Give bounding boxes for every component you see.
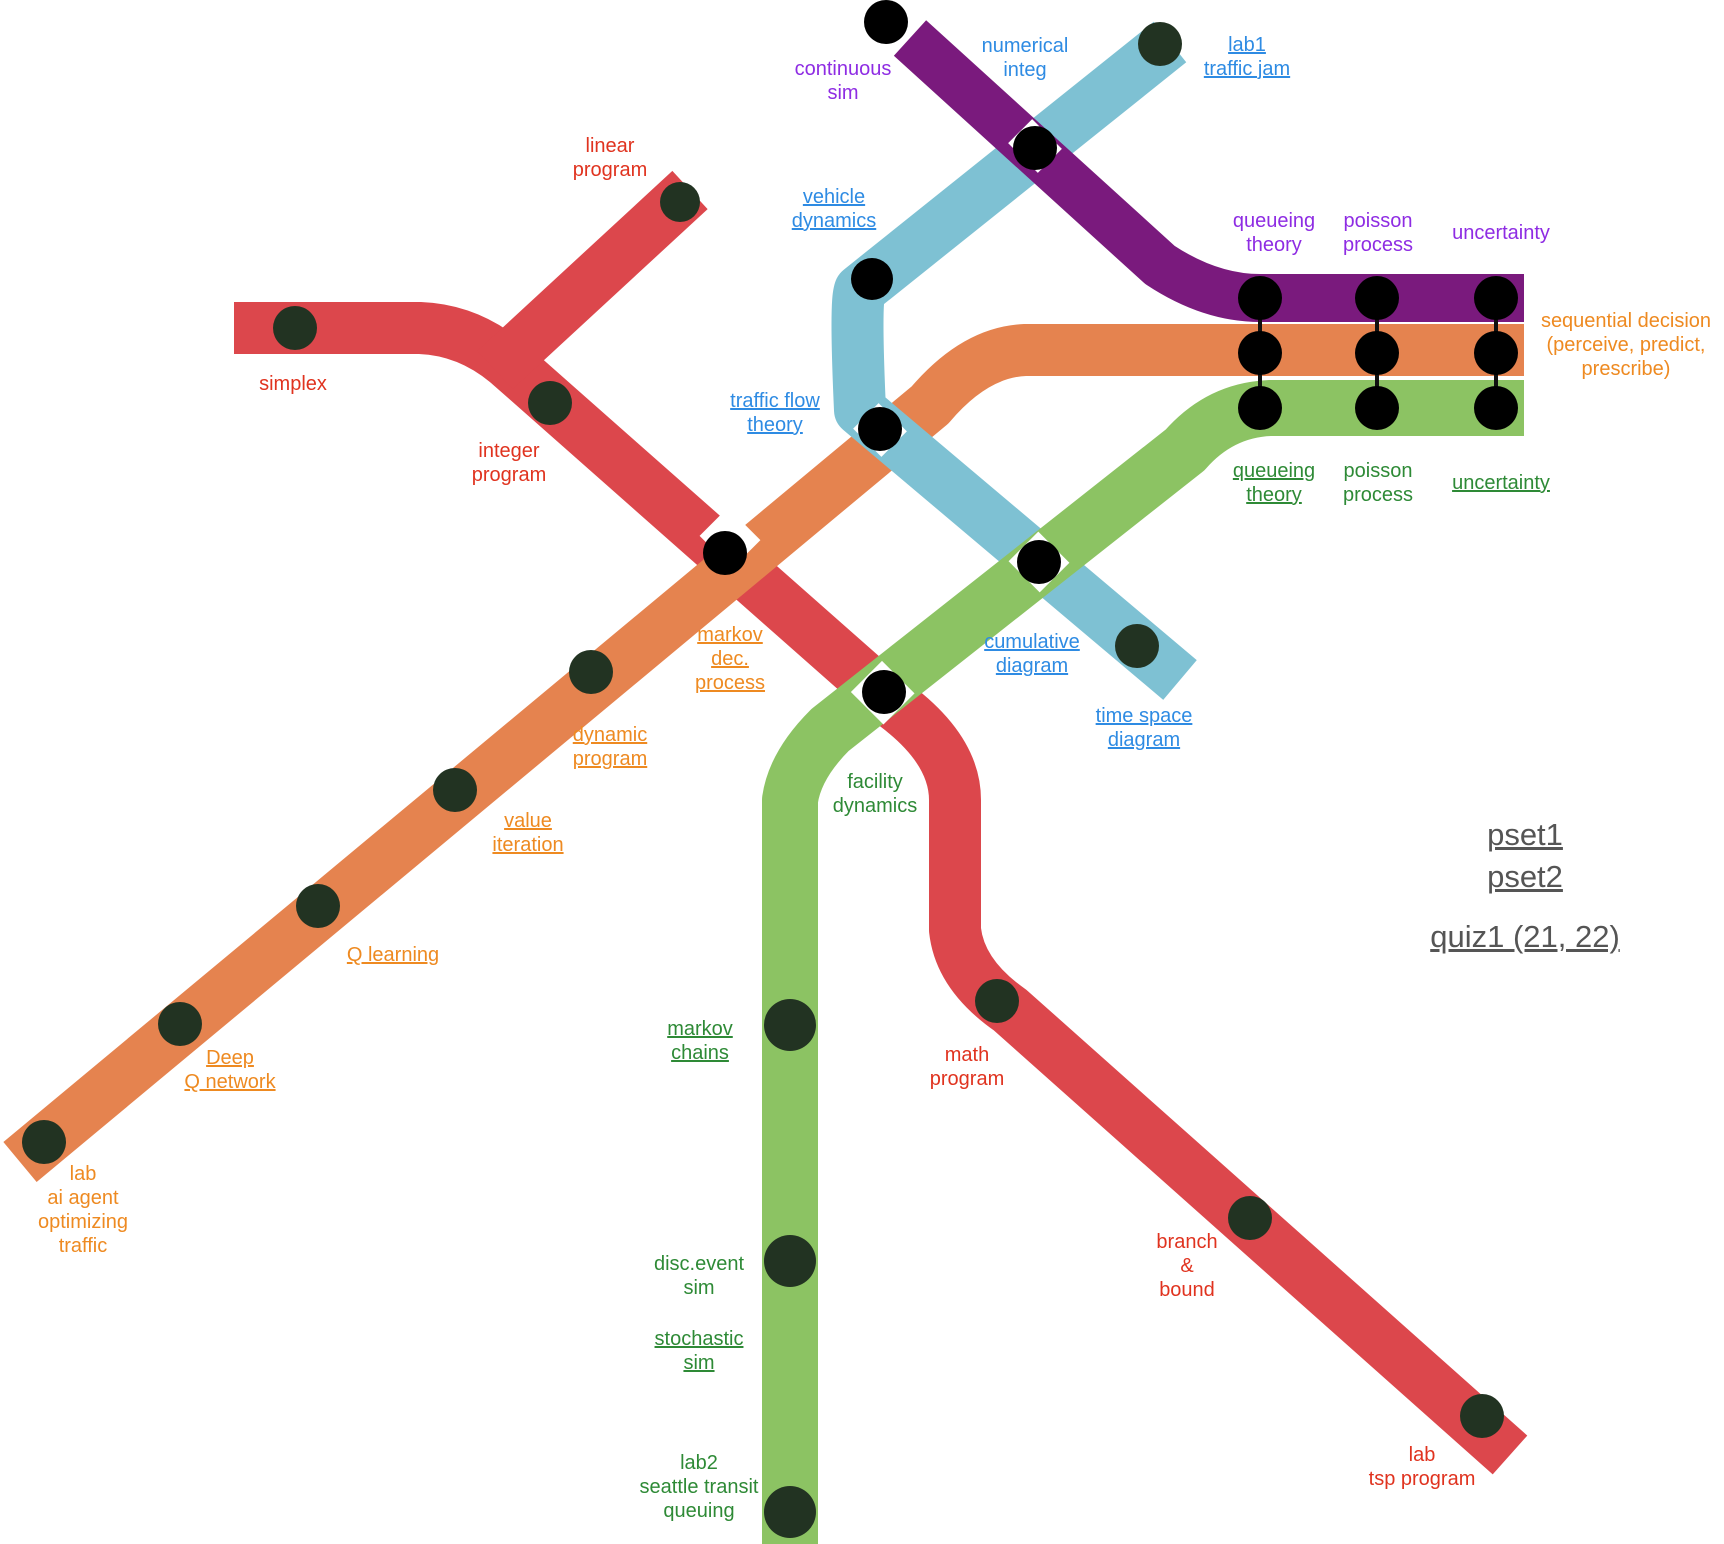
label-sequential-decision: sequential decision (perceive, predict, … <box>1540 310 1712 380</box>
station-math-program[interactable] <box>975 979 1019 1023</box>
station-queueing-purple[interactable] <box>1238 276 1282 320</box>
station-poisson-purple[interactable] <box>1355 276 1399 320</box>
label-math-program: math program <box>929 1044 1005 1090</box>
station-continuous-sim[interactable] <box>864 0 908 44</box>
label-branch-bound: branch & bound <box>1156 1231 1218 1301</box>
station-cumulative[interactable] <box>1017 540 1061 584</box>
label-facility-dynamics: facility dynamics <box>832 771 918 817</box>
label-cumulative-diagram[interactable]: cumulative diagram <box>984 631 1080 677</box>
label-linear-program: linear program <box>572 135 648 181</box>
label-queueing-theory-purple: queueing theory <box>1232 210 1316 256</box>
label-queueing-theory-green[interactable]: queueing theory <box>1232 460 1316 506</box>
label-poisson-process-purple: poisson process <box>1342 210 1414 256</box>
station-uncertainty-orange[interactable] <box>1474 331 1518 375</box>
station-lab1[interactable] <box>1138 22 1182 66</box>
station-value-iteration[interactable] <box>433 768 477 812</box>
red-line-linear-branch <box>477 170 708 390</box>
label-markov-dec-process[interactable]: markov dec. process <box>694 624 766 694</box>
station-time-space[interactable] <box>1115 624 1159 668</box>
station-queueing-orange[interactable] <box>1238 331 1282 375</box>
station-lab2[interactable] <box>764 1486 816 1538</box>
transfer-stations <box>703 0 1518 714</box>
label-lab-tsp-program: lab tsp program <box>1368 1444 1476 1490</box>
station-lab-ai-agent[interactable] <box>22 1120 66 1164</box>
label-disc-event-sim: disc.event sim <box>653 1253 745 1299</box>
label-uncertainty-green[interactable]: uncertainty <box>1452 472 1550 494</box>
station-numerical-integ[interactable] <box>1013 126 1057 170</box>
station-lab-tsp[interactable] <box>1460 1394 1504 1438</box>
label-markov-chains[interactable]: markov chains <box>667 1018 733 1064</box>
station-poisson-green[interactable] <box>1355 386 1399 430</box>
station-linear-program[interactable] <box>660 182 700 222</box>
station-vehicle-dynamics[interactable] <box>851 258 893 300</box>
station-branch-bound[interactable] <box>1228 1196 1272 1240</box>
label-numerical-integ: numerical integ <box>981 35 1069 81</box>
label-lab1-traffic-jam[interactable]: lab1 traffic jam <box>1203 34 1291 80</box>
link-pset1[interactable]: pset1 <box>1487 817 1563 852</box>
label-poisson-process-green: poisson process <box>1342 460 1414 506</box>
station-simplex[interactable] <box>273 306 317 350</box>
station-integer-program[interactable] <box>528 381 572 425</box>
label-continuous-sim: continuous sim <box>794 58 892 104</box>
station-facility-dynamics[interactable] <box>862 670 906 714</box>
station-poisson-orange[interactable] <box>1355 331 1399 375</box>
label-traffic-flow-theory[interactable]: traffic flow theory <box>730 390 820 436</box>
label-uncertainty-purple: uncertainty <box>1452 222 1550 244</box>
station-mdp-cross[interactable] <box>703 531 747 575</box>
station-traffic-flow[interactable] <box>858 407 902 451</box>
orange-line <box>3 324 1524 1182</box>
stations <box>22 22 1504 1538</box>
station-markov-chains[interactable] <box>764 999 816 1051</box>
label-deep-q-network[interactable]: Deep Q network <box>184 1047 276 1093</box>
station-uncertainty-green[interactable] <box>1474 386 1518 430</box>
station-uncertainty-purple[interactable] <box>1474 276 1518 320</box>
label-simplex: simplex <box>259 373 327 395</box>
station-disc-event-sim[interactable] <box>764 1235 816 1287</box>
label-stochastic-sim[interactable]: stochastic sim <box>654 1328 744 1374</box>
label-value-iteration[interactable]: value iteration <box>492 810 564 856</box>
label-time-space-diagram[interactable]: time space diagram <box>1095 705 1193 751</box>
label-dynamic-program[interactable]: dynamic program <box>572 724 648 770</box>
label-lab-ai-agent: lab ai agent optimizing traffic <box>37 1163 129 1257</box>
label-lab2-seattle: lab2 seattle transit queuing <box>639 1452 759 1522</box>
station-q-learning[interactable] <box>296 884 340 928</box>
label-vehicle-dynamics[interactable]: vehicle dynamics <box>791 186 877 232</box>
station-deep-q[interactable] <box>158 1002 202 1046</box>
station-dynamic-program[interactable] <box>569 650 613 694</box>
link-pset2[interactable]: pset2 <box>1487 859 1563 894</box>
label-q-learning[interactable]: Q learning <box>346 944 440 966</box>
station-queueing-green[interactable] <box>1238 386 1282 430</box>
link-quiz1[interactable]: quiz1 (21, 22) <box>1430 919 1620 954</box>
label-integer-program: integer program <box>471 440 547 486</box>
